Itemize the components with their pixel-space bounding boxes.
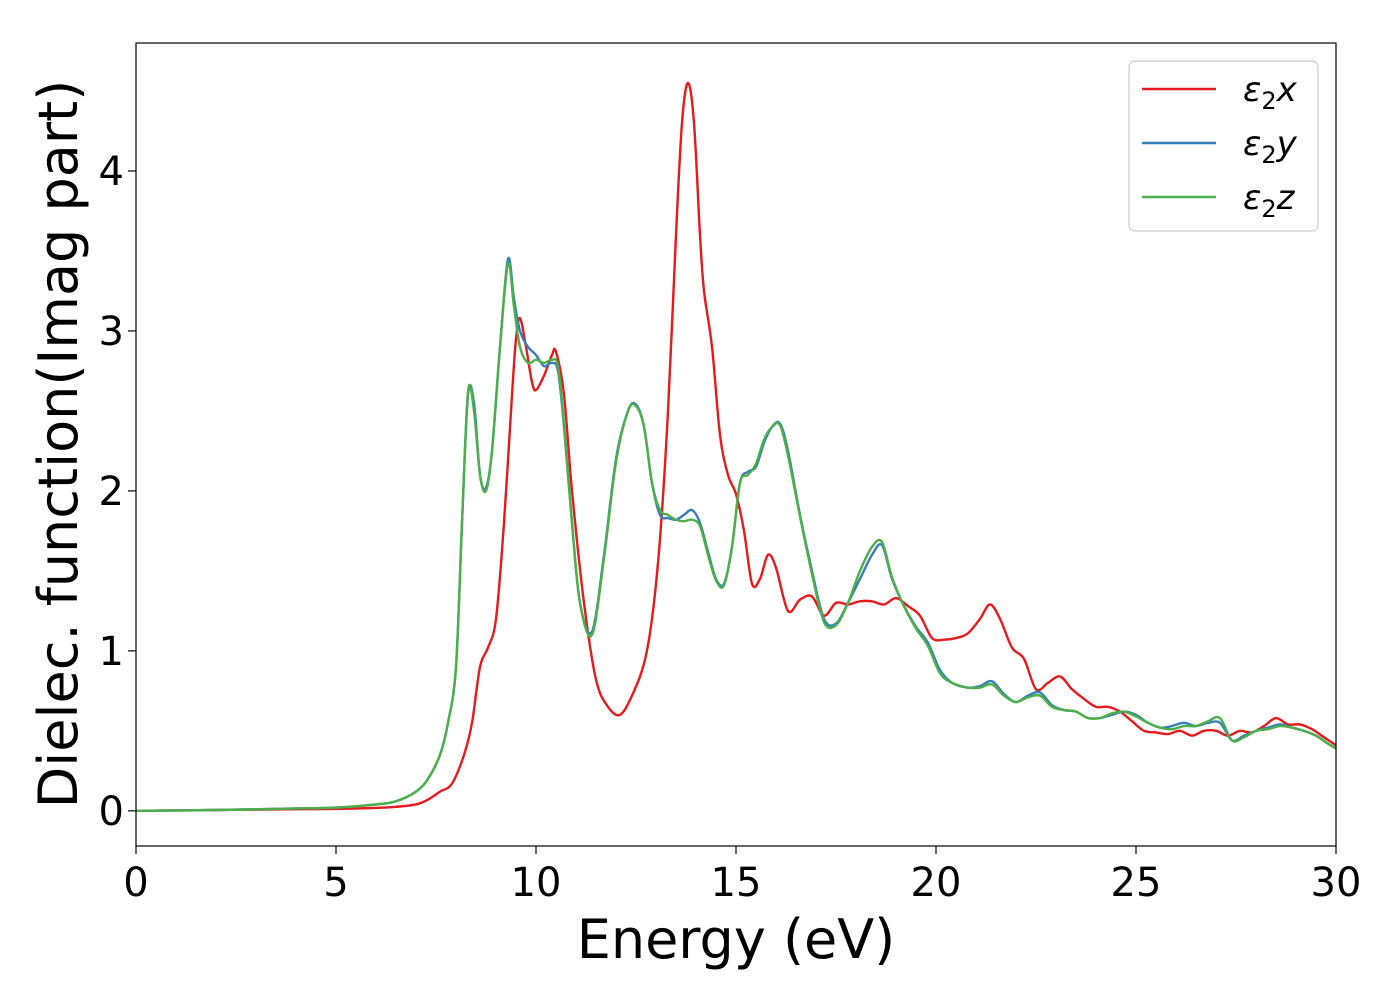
- x-tick-label: 25: [1111, 860, 1162, 906]
- x-tick-label: 20: [911, 860, 962, 906]
- x-tick-label: 5: [323, 860, 348, 906]
- y-axis: 0 1 2 3 4: [99, 149, 136, 835]
- y-tick-label: 0: [99, 789, 124, 835]
- legend-label: ε2y: [1243, 124, 1298, 169]
- x-axis-label: Energy (eV): [577, 908, 896, 971]
- x-tick-label: 30: [1311, 860, 1362, 906]
- y-tick-label: 1: [99, 629, 124, 675]
- x-tick-label: 10: [511, 860, 562, 906]
- legend-label: ε2x: [1243, 70, 1298, 115]
- y-axis-label: Dielec. function(Imag part): [27, 80, 90, 809]
- y-tick-label: 4: [99, 149, 124, 195]
- series-line-3: [135, 261, 1337, 813]
- series-line-1: [135, 81, 1337, 813]
- legend-box: [1128, 60, 1319, 232]
- legend-label: ε2z: [1243, 178, 1296, 223]
- x-axis: 0 5 10 15 20 25 30: [123, 846, 1361, 906]
- y-tick-label: 3: [99, 309, 124, 355]
- x-tick-label: 15: [711, 860, 762, 906]
- y-tick-label: 2: [99, 469, 124, 515]
- series-layer: [135, 81, 1337, 813]
- x-tick-label: 0: [123, 860, 148, 906]
- legend: ε2x ε2y ε2z: [1128, 60, 1319, 232]
